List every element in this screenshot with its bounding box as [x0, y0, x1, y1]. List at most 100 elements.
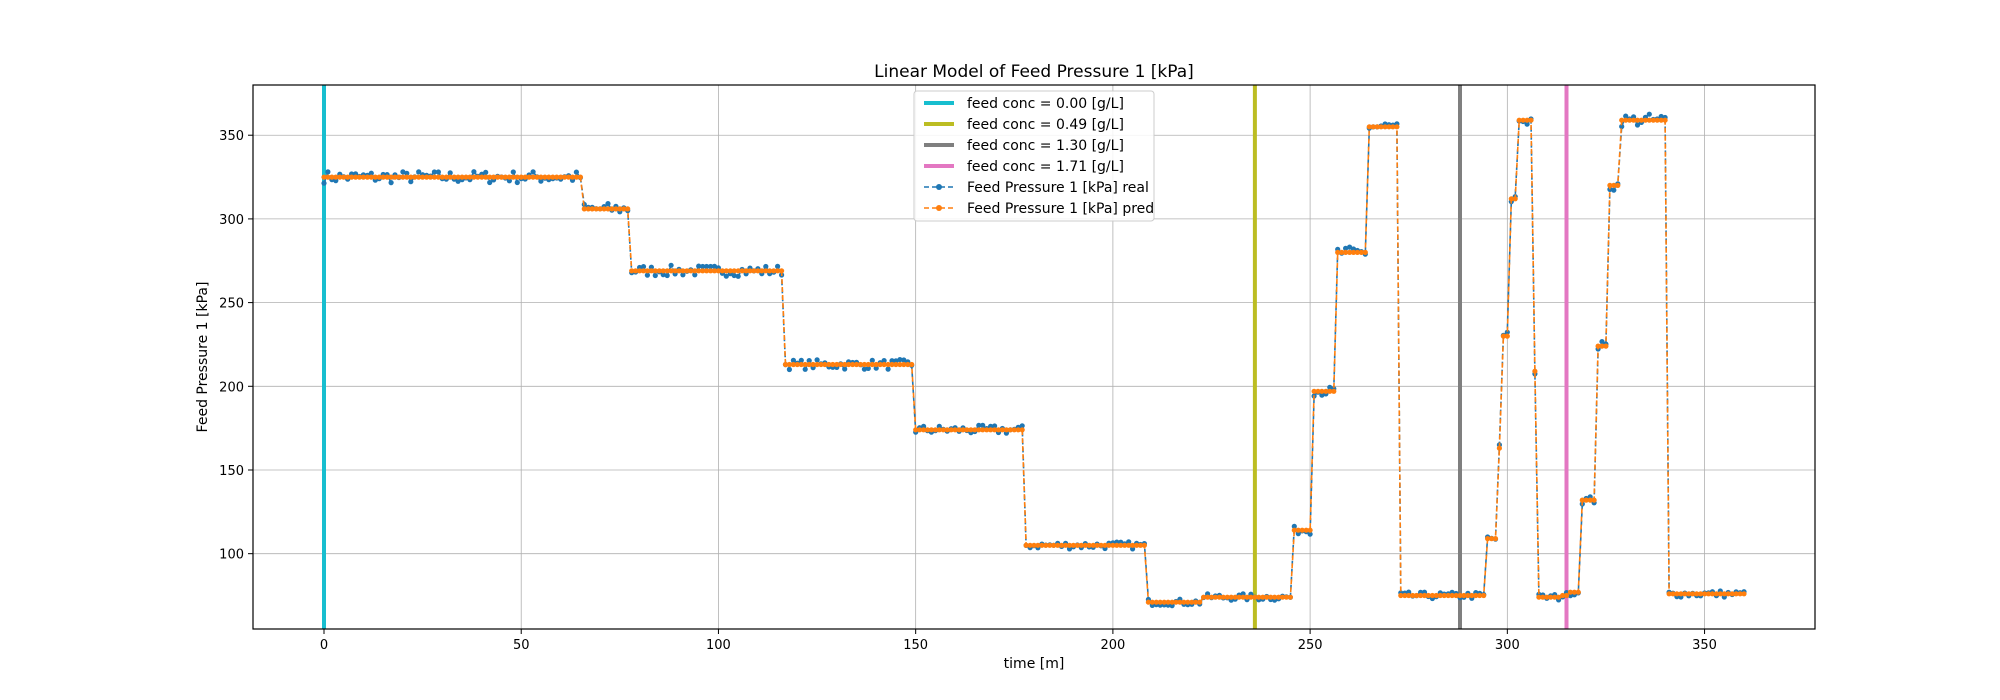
data-point [932, 427, 939, 433]
data-point [1650, 117, 1656, 123]
data-point [1055, 542, 1061, 548]
data-point [534, 174, 540, 180]
data-point [1031, 542, 1037, 548]
data-point [518, 174, 524, 180]
data-point [1094, 542, 1100, 548]
data-point [1019, 427, 1025, 433]
data-point [857, 361, 864, 368]
data-point [652, 272, 658, 279]
data-point [1232, 594, 1238, 600]
data-point [1623, 117, 1629, 123]
data-point [992, 423, 998, 429]
data-point [873, 365, 879, 371]
data-point [751, 268, 757, 274]
data-point [1339, 249, 1345, 255]
data-point [1279, 594, 1286, 600]
data-point [711, 268, 718, 274]
data-point [1382, 124, 1388, 130]
data-point [992, 427, 998, 433]
legend: feed conc = 0.00 [g/L] feed conc = 0.49 [… [913, 90, 1155, 222]
data-point [648, 268, 655, 274]
data-point [384, 174, 390, 180]
data-point [759, 268, 765, 274]
data-point [573, 174, 580, 180]
data-point [692, 268, 698, 274]
data-point [684, 268, 690, 274]
data-point [1331, 388, 1337, 394]
data-point [1477, 592, 1483, 599]
data-point [1504, 333, 1510, 339]
data-point [502, 174, 508, 180]
data-point [1197, 599, 1203, 605]
data-point [1524, 121, 1530, 127]
data-point [1299, 527, 1305, 533]
data-point [798, 361, 804, 368]
data-point [861, 361, 868, 368]
data-point [775, 268, 781, 274]
data-point [999, 427, 1006, 433]
data-point [704, 263, 710, 270]
data-point [1264, 594, 1270, 600]
data-point [1362, 249, 1368, 255]
data-point [1236, 594, 1242, 600]
data-point [909, 361, 915, 368]
data-point [467, 174, 473, 180]
data-point [668, 262, 674, 268]
data-point [1717, 591, 1723, 597]
data-point [1323, 388, 1329, 394]
legend-entry: feed conc = 0.49 [g/L] [967, 117, 1124, 133]
data-point [1181, 599, 1187, 605]
data-point [834, 361, 840, 368]
x-tick-label: 250 [1298, 638, 1323, 653]
data-point [597, 206, 603, 212]
data-point [368, 170, 374, 176]
data-point [1248, 594, 1254, 600]
data-point [1453, 592, 1459, 599]
x-tick-label: 350 [1692, 638, 1717, 653]
x-axis-label: time [m] [1004, 656, 1065, 672]
data-point [1595, 343, 1601, 349]
data-point [1256, 594, 1262, 600]
data-point [869, 361, 875, 368]
data-point [664, 268, 670, 274]
data-point [1090, 542, 1096, 548]
data-point [321, 174, 327, 180]
data-point [1374, 124, 1380, 130]
data-point [1134, 542, 1140, 548]
data-point [1007, 427, 1013, 433]
data-point [372, 174, 378, 180]
data-point [585, 206, 591, 212]
data-point [1216, 594, 1222, 600]
data-point [1291, 527, 1297, 533]
data-point [1536, 594, 1542, 600]
data-point [392, 174, 398, 180]
data-point [353, 174, 359, 180]
data-point [747, 268, 753, 274]
data-point [1165, 599, 1171, 605]
data-point [424, 174, 430, 180]
data-point [1086, 542, 1092, 548]
data-point [897, 361, 903, 368]
data-point [1414, 592, 1420, 599]
data-point [510, 169, 516, 175]
data-point [321, 180, 327, 186]
data-point [1157, 599, 1163, 605]
data-point [1634, 117, 1641, 123]
data-point [1066, 542, 1073, 548]
data-point [660, 268, 666, 274]
data-point [739, 268, 745, 274]
data-point [1425, 592, 1431, 599]
data-point [483, 174, 489, 180]
data-point [1366, 124, 1372, 130]
data-point [767, 268, 773, 274]
legend-entry: feed conc = 1.71 [g/L] [967, 159, 1124, 175]
data-point [408, 174, 414, 180]
data-point [483, 169, 489, 175]
data-point [1078, 542, 1084, 548]
data-point [455, 178, 461, 184]
data-point [1615, 182, 1621, 188]
data-point [1122, 542, 1128, 548]
y-tick-label: 200 [219, 380, 244, 395]
data-point [1283, 594, 1289, 600]
data-point [569, 174, 576, 180]
